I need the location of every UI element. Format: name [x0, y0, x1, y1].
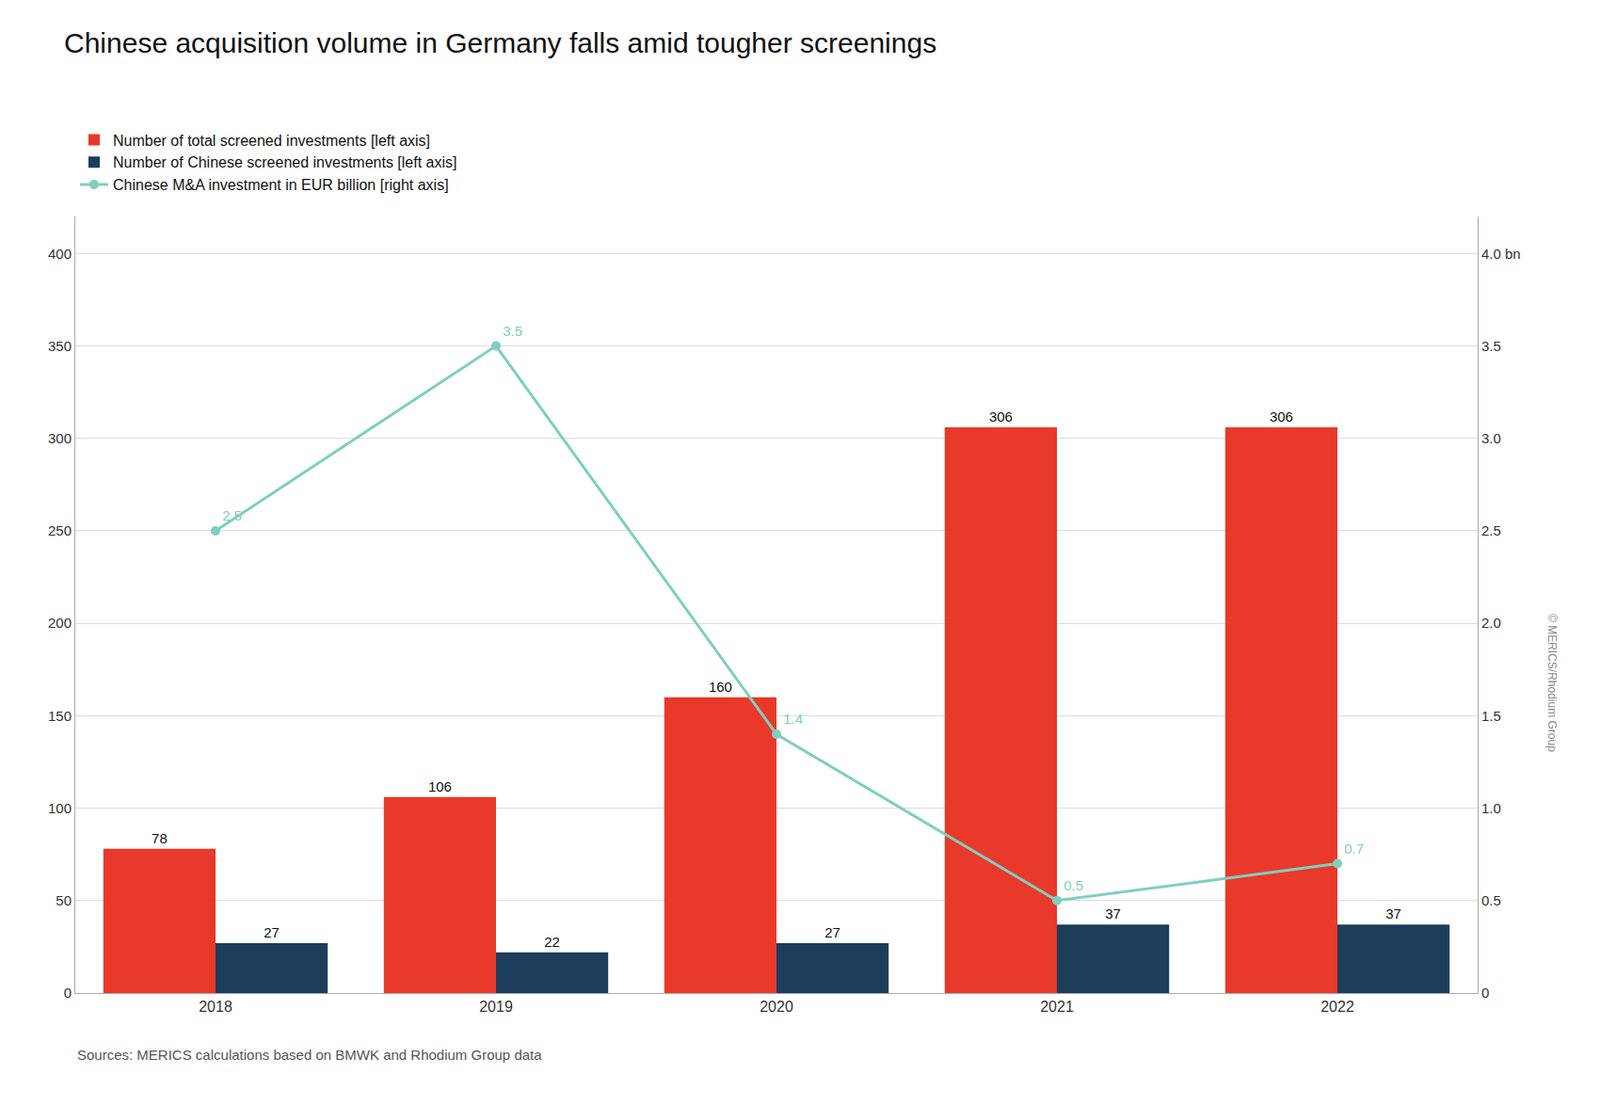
- svg-text:0.7: 0.7: [1344, 840, 1364, 857]
- svg-text:Number of Chinese screened inv: Number of Chinese screened investments […: [112, 154, 458, 171]
- svg-text:150: 150: [48, 707, 72, 724]
- svg-text:2021: 2021: [1040, 998, 1074, 1015]
- svg-text:250: 250: [48, 522, 72, 539]
- svg-text:350: 350: [48, 337, 72, 354]
- svg-text:306: 306: [989, 408, 1013, 425]
- svg-text:300: 300: [48, 430, 72, 447]
- svg-text:4.0 bn: 4.0 bn: [1481, 245, 1521, 262]
- svg-text:Number of total screened inves: Number of total screened investments [le…: [112, 132, 431, 149]
- svg-text:1.0: 1.0: [1481, 800, 1502, 816]
- svg-text:106: 106: [428, 778, 452, 795]
- svg-text:1.4: 1.4: [783, 710, 803, 727]
- svg-text:2.5: 2.5: [222, 507, 242, 524]
- svg-text:37: 37: [1104, 905, 1121, 922]
- svg-text:© MERICS/Rhodium Group: © MERICS/Rhodium Group: [1545, 613, 1559, 752]
- svg-text:400: 400: [48, 245, 72, 262]
- svg-text:100: 100: [48, 800, 72, 816]
- svg-text:0.5: 0.5: [1063, 877, 1084, 894]
- svg-text:2019: 2019: [479, 998, 513, 1015]
- svg-text:Sources: MERICS calculations b: Sources: MERICS calculations based on BM…: [77, 1046, 543, 1063]
- svg-text:306: 306: [1269, 408, 1294, 425]
- svg-text:2022: 2022: [1320, 998, 1355, 1015]
- svg-text:3.5: 3.5: [502, 322, 523, 339]
- svg-text:2.5: 2.5: [1481, 522, 1502, 539]
- svg-text:22: 22: [544, 933, 560, 950]
- svg-text:0: 0: [64, 984, 72, 1001]
- svg-text:160: 160: [708, 678, 733, 695]
- svg-text:0: 0: [1481, 984, 1489, 1001]
- svg-text:50: 50: [55, 892, 72, 909]
- svg-text:3.0: 3.0: [1481, 430, 1502, 447]
- svg-text:200: 200: [48, 614, 72, 631]
- svg-text:3.5: 3.5: [1481, 337, 1502, 354]
- svg-text:Chinese acquisition volume in: Chinese acquisition volume in Germany fa…: [64, 27, 937, 59]
- svg-text:27: 27: [263, 924, 280, 941]
- svg-text:Chinese M&A investment in EUR: Chinese M&A investment in EUR billion [r…: [112, 176, 449, 193]
- svg-text:1.5: 1.5: [1481, 707, 1502, 724]
- svg-text:27: 27: [824, 924, 841, 941]
- svg-text:2.0: 2.0: [1481, 614, 1502, 631]
- svg-text:37: 37: [1385, 905, 1402, 922]
- svg-text:0.5: 0.5: [1481, 892, 1502, 909]
- svg-text:2018: 2018: [198, 998, 233, 1015]
- svg-text:78: 78: [151, 830, 168, 847]
- svg-text:2020: 2020: [759, 998, 794, 1015]
